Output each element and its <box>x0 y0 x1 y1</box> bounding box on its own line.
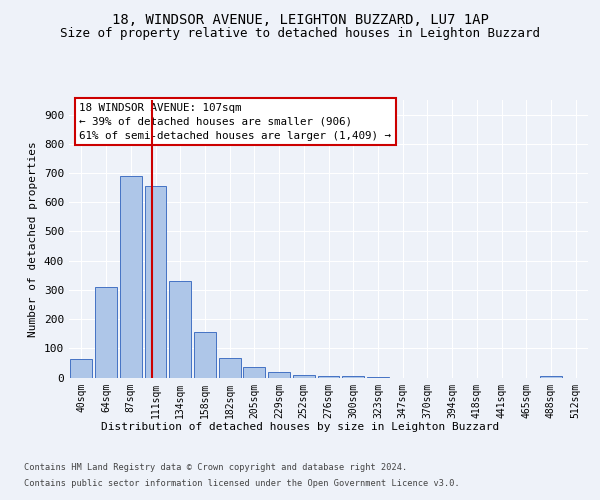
Bar <box>367 377 389 378</box>
Bar <box>244 368 265 378</box>
Y-axis label: Number of detached properties: Number of detached properties <box>28 141 38 336</box>
Bar <box>120 176 142 378</box>
Text: 18, WINDSOR AVENUE, LEIGHTON BUZZARD, LU7 1AP: 18, WINDSOR AVENUE, LEIGHTON BUZZARD, LU… <box>112 12 488 26</box>
Text: Distribution of detached houses by size in Leighton Buzzard: Distribution of detached houses by size … <box>101 422 499 432</box>
Bar <box>343 376 364 378</box>
Bar <box>293 374 314 378</box>
Text: Size of property relative to detached houses in Leighton Buzzard: Size of property relative to detached ho… <box>60 28 540 40</box>
Bar <box>70 358 92 378</box>
Bar <box>145 186 166 378</box>
Bar <box>540 376 562 378</box>
Bar <box>219 358 241 378</box>
Bar <box>169 281 191 378</box>
Bar <box>317 376 340 378</box>
Bar <box>194 332 216 378</box>
Text: 18 WINDSOR AVENUE: 107sqm
← 39% of detached houses are smaller (906)
61% of semi: 18 WINDSOR AVENUE: 107sqm ← 39% of detac… <box>79 103 391 141</box>
Bar <box>95 287 117 378</box>
Text: Contains HM Land Registry data © Crown copyright and database right 2024.: Contains HM Land Registry data © Crown c… <box>24 462 407 471</box>
Bar <box>268 372 290 378</box>
Text: Contains public sector information licensed under the Open Government Licence v3: Contains public sector information licen… <box>24 479 460 488</box>
